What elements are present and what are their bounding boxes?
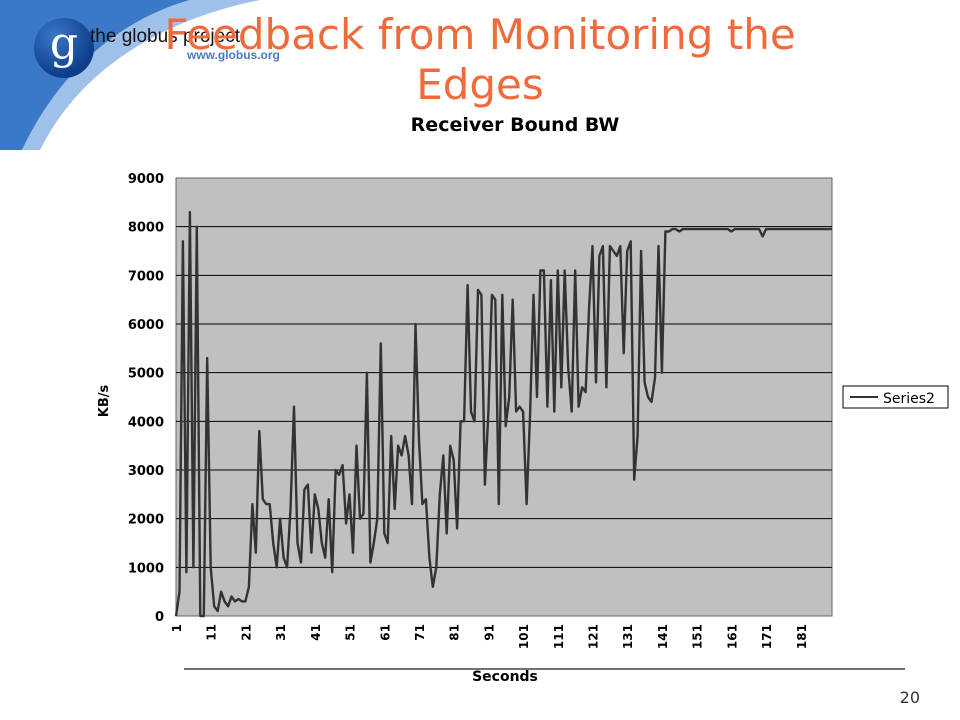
x-tick-label: 101 — [517, 624, 531, 649]
x-tick-label: 181 — [795, 624, 809, 649]
y-axis-ticks: 0 1000 2000 3000 4000 5000 6000 7000 8000 9000 — [128, 172, 164, 625]
x-tick-label: 1 — [170, 624, 184, 632]
x-tick-label: 161 — [725, 624, 739, 649]
x-tick-label: 171 — [760, 624, 774, 649]
y-tick-label: 0 — [155, 610, 164, 625]
y-tick-label: 4000 — [128, 415, 164, 430]
x-tick-label: 81 — [448, 624, 462, 641]
x-tick-label: 141 — [656, 624, 670, 649]
x-tick-label: 111 — [552, 624, 566, 649]
legend-label: Series2 — [883, 391, 935, 407]
x-tick-label: 151 — [691, 624, 705, 649]
x-tick-label: 51 — [344, 624, 358, 641]
x-tick-label: 11 — [205, 624, 219, 641]
chart-title: Receiver Bound BW — [411, 114, 620, 136]
y-tick-label: 2000 — [128, 513, 164, 528]
series2-line — [174, 210, 832, 618]
globus-logo-name: the globus project — [90, 26, 240, 47]
y-tick-label: 1000 — [128, 561, 164, 576]
x-tick-label: 41 — [309, 624, 323, 641]
page-number: 20 — [899, 688, 920, 707]
globus-logo: g the globus project www.globus.org — [34, 18, 304, 98]
x-tick-label: 71 — [413, 624, 427, 641]
legend: Series2 — [842, 385, 949, 409]
x-tick-label: 21 — [239, 624, 253, 641]
y-tick-label: 9000 — [128, 172, 164, 187]
y-tick-label: 7000 — [128, 269, 164, 284]
slide-title: Feedback from Monitoring the Edges — [164, 10, 796, 109]
globus-logo-mark: g — [34, 18, 94, 78]
x-axis-ticks: 1 11 21 31 41 51 61 71 81 91 101 111 121 131 141 151 161… — [170, 624, 809, 649]
y-tick-label: 5000 — [128, 367, 164, 382]
legend-box — [842, 385, 949, 409]
x-tick-label: 131 — [621, 624, 635, 649]
y-axis-label: KB/s — [97, 385, 112, 418]
globus-logo-url: www.globus.org — [187, 48, 280, 62]
x-tick-label: 121 — [587, 624, 601, 649]
y-tick-label: 6000 — [128, 318, 164, 333]
y-tick-label: 3000 — [128, 464, 164, 479]
x-axis-label: Seconds — [472, 669, 538, 685]
x-tick-label: 61 — [378, 624, 392, 641]
x-tick-label: 31 — [274, 624, 288, 641]
y-tick-label: 8000 — [128, 221, 164, 236]
x-tick-label: 91 — [482, 624, 496, 641]
